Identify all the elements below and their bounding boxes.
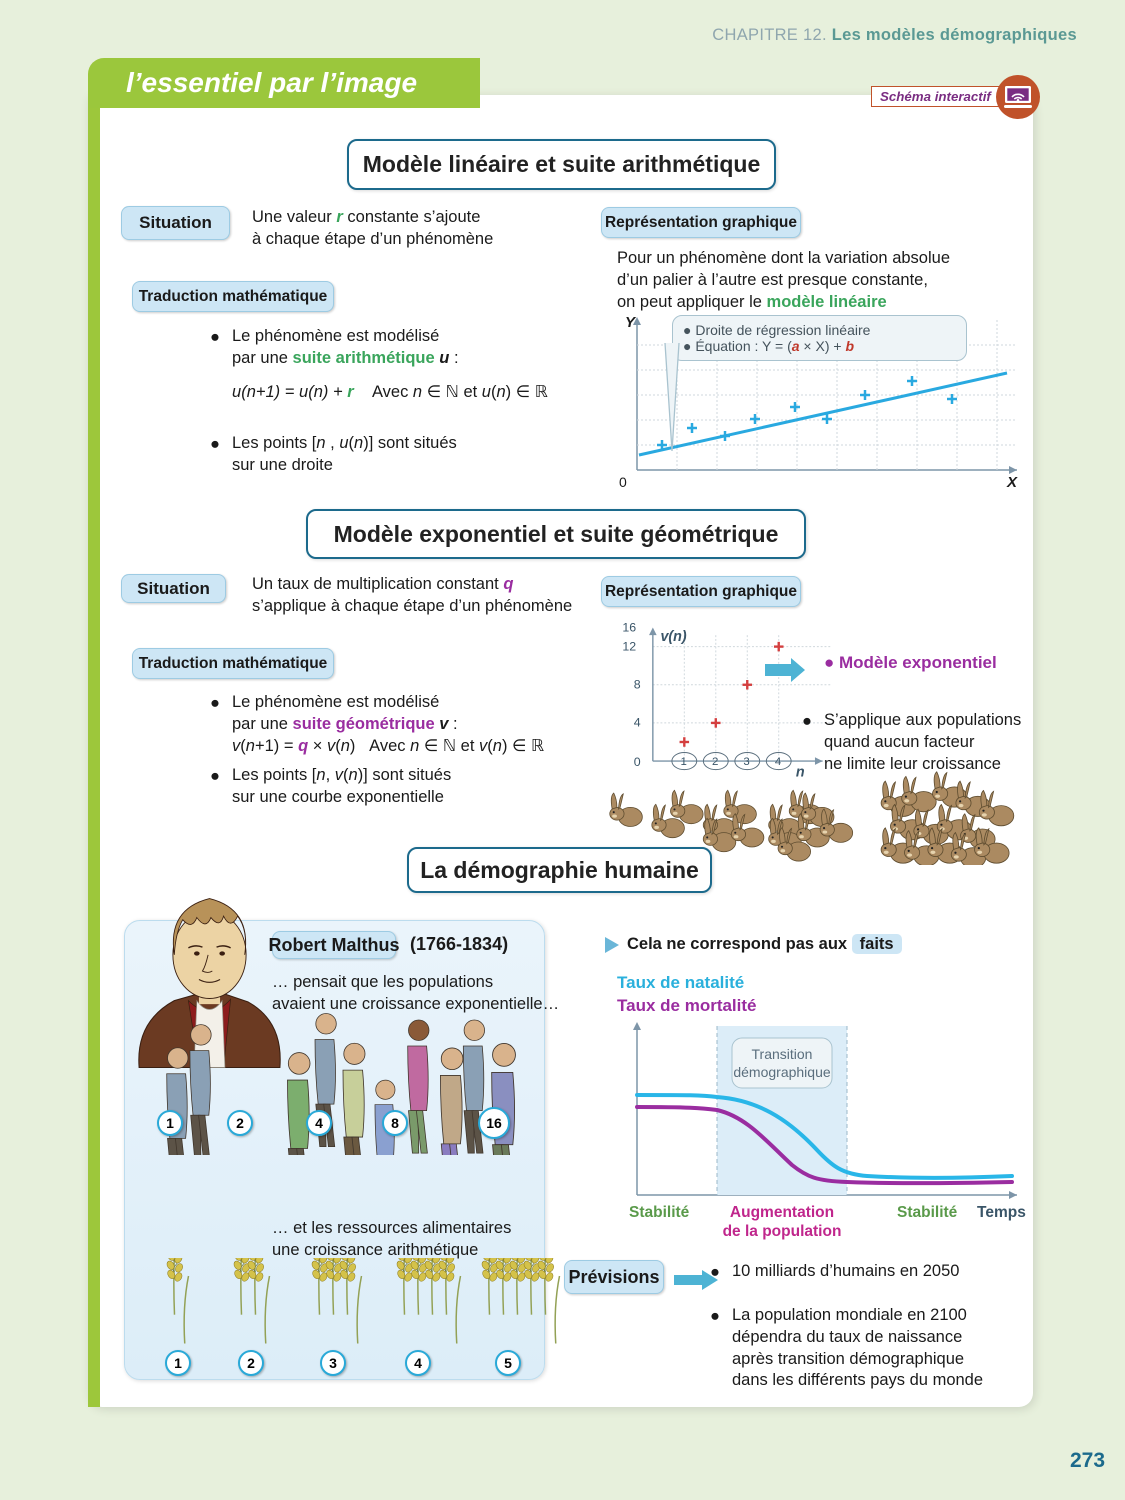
svg-text:v(n): v(n): [660, 629, 686, 645]
svg-text:Transition: Transition: [752, 1046, 813, 1062]
svg-text:2: 2: [712, 756, 718, 768]
svg-text:X: X: [1006, 474, 1018, 490]
svg-text:4: 4: [775, 756, 782, 768]
svg-text:démographique: démographique: [733, 1064, 831, 1080]
svg-text:0: 0: [619, 474, 627, 490]
svg-text:de la population: de la population: [723, 1223, 842, 1240]
svg-text:8: 8: [634, 678, 641, 692]
svg-text:Stabilité: Stabilité: [897, 1204, 958, 1221]
svg-text:16: 16: [622, 620, 636, 634]
svg-text:0: 0: [634, 755, 641, 769]
svg-text:Stabilité: Stabilité: [629, 1204, 690, 1221]
svg-text:Temps: Temps: [977, 1204, 1026, 1221]
svg-text:1: 1: [680, 756, 686, 768]
svg-text:4: 4: [634, 716, 641, 730]
svg-text:12: 12: [622, 639, 636, 653]
svg-text:Augmentation: Augmentation: [730, 1204, 834, 1221]
svg-text:3: 3: [743, 756, 749, 768]
